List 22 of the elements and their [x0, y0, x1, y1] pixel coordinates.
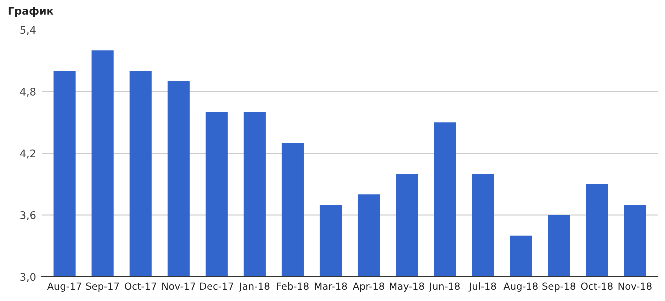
y-tick-label: 5,4 — [20, 26, 36, 36]
y-tick-label: 4,2 — [20, 150, 36, 159]
y-tick-label: 3,0 — [20, 273, 36, 282]
x-tick-label: Sep-18 — [542, 282, 576, 292]
x-tick-label: Dec-17 — [200, 282, 234, 290]
x-tick-label: Nov-18 — [618, 282, 652, 290]
x-tick-label: Oct-17 — [125, 282, 156, 290]
x-tick-label: Aug-18 — [504, 282, 538, 292]
x-tick-label: Jun-18 — [429, 282, 460, 292]
x-tick-label: Jan-18 — [239, 282, 270, 292]
y-tick-label: 3,6 — [20, 211, 36, 220]
x-tick-label: Aug-17 — [47, 282, 82, 292]
x-tick-label: Apr-18 — [353, 282, 384, 292]
x-tick-label: Oct-18 — [581, 282, 613, 290]
chart-title: График — [8, 6, 54, 18]
x-tick-label: Sep-17 — [86, 282, 120, 292]
x-tick-label: May-18 — [390, 282, 424, 292]
x-tick-label: Jul-18 — [468, 282, 496, 292]
x-tick-label: Mar-18 — [315, 282, 348, 290]
x-tick-label: Nov-17 — [162, 282, 196, 290]
x-tick-label: Feb-18 — [277, 282, 309, 290]
y-tick-label: 4,8 — [20, 88, 36, 97]
